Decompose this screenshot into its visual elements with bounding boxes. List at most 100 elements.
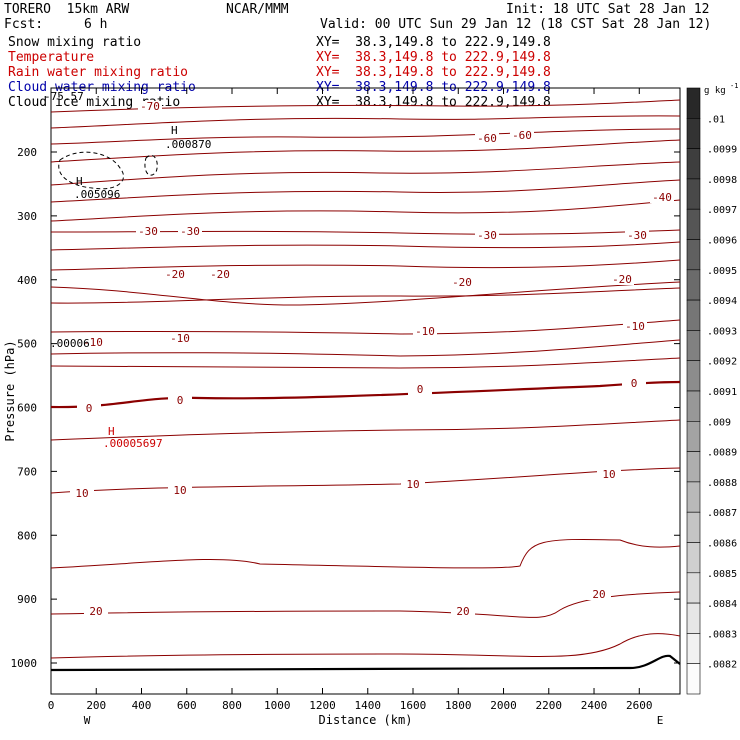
temperature-contour-label: -10 [625,320,645,333]
x-tick-label: 1600 [400,699,427,712]
max-marker-h: H [76,175,83,188]
temperature-contour-line [50,319,681,335]
colorbar-label: .0095 [707,266,737,277]
x-tick-label: 0 [48,699,55,712]
colorbar-swatch [686,239,701,271]
colorbar-swatch [686,330,701,361]
contour-label-bg [475,230,499,241]
colorbar-label: .0093 [707,326,737,337]
colorbar-label: .0086 [707,539,737,550]
temperature-contour-label: 0 [86,402,93,415]
temperature-contour-label: 0 [177,394,184,407]
colorbar-swatch [686,542,701,574]
y-tick-label: 500 [17,338,37,351]
legend-temp-xy: XY= 38.3,149.8 to 222.9,149.8 [316,50,551,65]
y-tick-label: 300 [17,210,37,223]
contour-label-bg [510,130,534,141]
contour-label-bg [168,395,192,406]
y-tick-label: 900 [17,593,37,606]
contour-label-bg [450,277,474,288]
temperature-contour-line [50,128,681,145]
x-tick-label: 600 [177,699,197,712]
colorbar-swatch [686,633,701,665]
colorbar-units: g kg [704,86,726,96]
temperature-contour-line [50,241,681,251]
contour-label-bg [587,589,611,600]
temperature-contour-line [50,281,681,306]
contour-label-bg [208,269,232,280]
forecast-label: Fcst: [4,17,44,32]
max-marker-h: H [171,124,178,137]
temperature-contour-line [50,199,681,222]
temperature-contour-line [50,161,681,186]
temperature-contour-line [50,139,681,163]
colorbar-swatch [686,390,701,422]
contour-label-bg [168,333,192,344]
colorbar-label: .0082 [707,660,737,671]
ice-mixing-contour [58,151,124,190]
contour-label-bg [413,326,437,337]
legend-snow-name: Snow mixing ratio [8,35,142,50]
colorbar-swatch [686,87,701,119]
temperature-contour-label: 20 [89,605,102,618]
colorbar-label: .0098 [707,175,737,186]
temperature-contour-line [50,115,681,129]
max-value-label: .000870 [165,138,211,151]
colorbar-swatch [686,511,701,543]
temperature-contour-label: -30 [180,225,200,238]
colorbar-label: .0096 [707,236,737,247]
forecast-hours: 6 h [84,17,108,32]
colorbar-units-exponent: -1 [730,82,738,90]
x-tick-label: 2000 [490,699,517,712]
legend-snow-xy: XY= 38.3,149.8 to 222.9,149.8 [316,35,551,50]
colorbar-swatch [686,663,701,695]
temperature-contour-line [50,287,681,304]
colorbar-swatch [686,208,701,240]
x-end-label-west: W [84,714,91,727]
temperature-contour-label: 10 [75,487,88,500]
y-tick-label: 200 [17,146,37,159]
x-tick-label: 800 [222,699,242,712]
temperature-contour-line [50,591,681,618]
model-title: TORERO 15km ARW [4,2,130,17]
colorbar-swatch [686,572,701,604]
x-tick-label: 2200 [536,699,563,712]
ice-mixing-contour [144,154,158,176]
y-tick-label: 700 [17,465,37,478]
contour-label-bg [84,606,108,617]
colorbar-swatch [686,118,701,149]
temperature-contour-label: -30 [477,229,497,242]
temperature-contour-label: 0 [417,383,424,396]
freezing-level-line [50,380,681,409]
contour-label-bg [77,403,101,414]
contour-label-bg [401,479,425,490]
legend-temp-name: Temperature [8,50,95,65]
colorbar-label: .0083 [707,629,737,640]
x-tick-label: 1400 [355,699,382,712]
colorbar-label: .0087 [707,508,737,519]
temperature-contour-label: -60 [477,132,497,145]
colorbar-label: .0091 [707,387,737,398]
temperature-contour-label: -20 [452,276,472,289]
colorbar-swatch [686,481,701,513]
y-axis-title: Pressure (hPa) [3,340,17,441]
temperature-contour-line [50,339,681,357]
colorbar-label: .0094 [707,296,737,307]
temperature-contour-label: -20 [165,268,185,281]
surface-terrain-line [50,654,681,672]
contour-label-bg [168,485,192,496]
y-tick-label: 600 [17,402,37,415]
min-value-label: -75.57 [44,90,84,103]
temperature-contour-label: -20 [612,273,632,286]
contour-label-bg [408,384,432,395]
x-tick-label: 1800 [445,699,472,712]
temperature-contour-label: -10 [170,332,190,345]
contour-label-bg [650,192,674,203]
contour-label-bg [475,133,499,144]
temperature-contour-label: -10 [83,336,103,349]
colorbar-label: .0088 [707,478,737,489]
colorbar-swatch [686,360,701,392]
temperature-contour-label: -30 [138,225,158,238]
temperature-contour-label: 0 [631,377,638,390]
